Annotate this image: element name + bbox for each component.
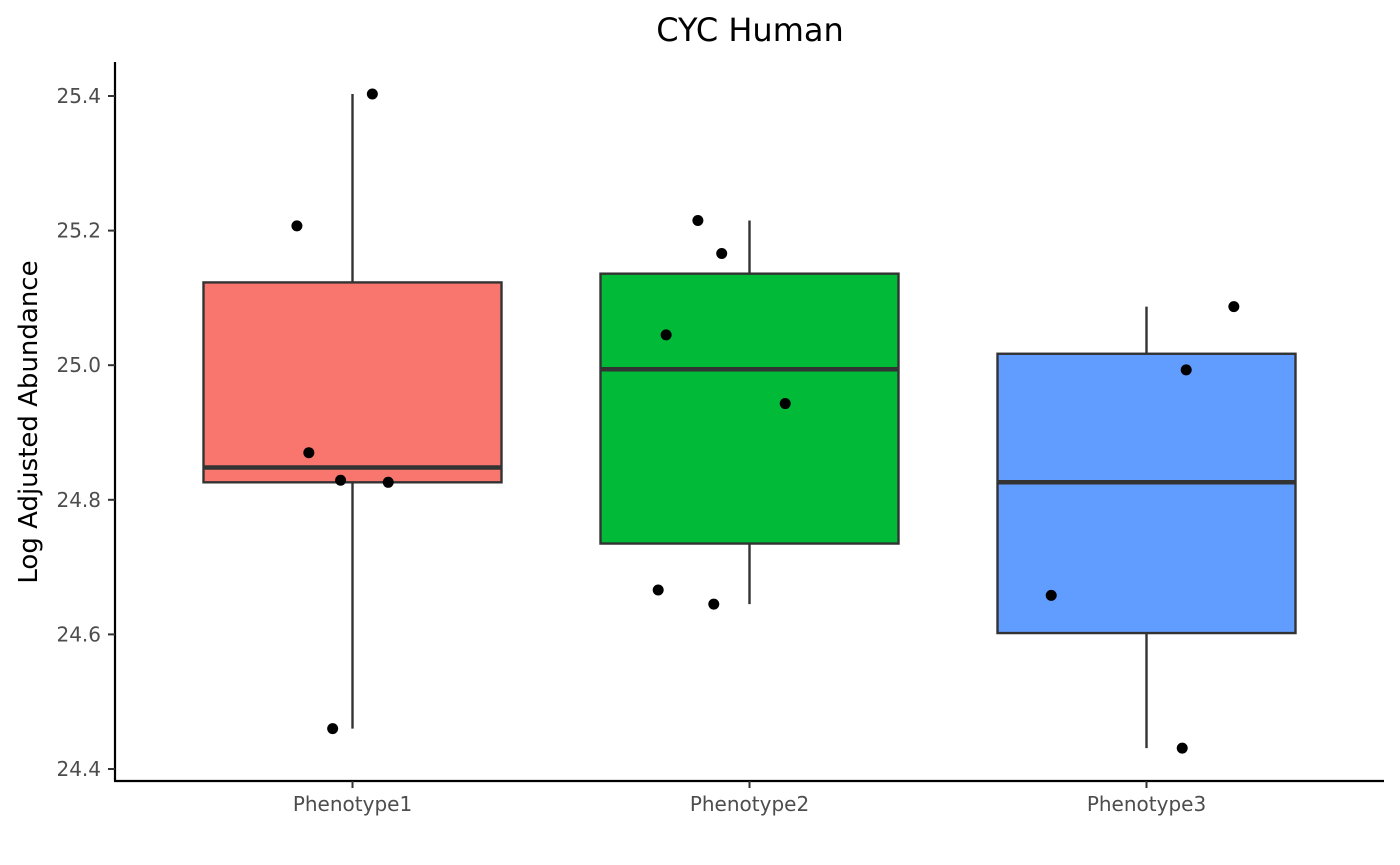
y-tick-label: 24.4	[56, 757, 101, 781]
y-tick-label: 24.8	[56, 488, 101, 512]
x-axis-ticks: Phenotype1 Phenotype2 Phenotype3	[293, 781, 1206, 816]
plot-area	[202, 88, 1297, 754]
chart-title: CYC Human	[656, 11, 844, 49]
x-tick-label: Phenotype3	[1087, 792, 1206, 816]
data-point	[692, 215, 704, 227]
x-tick-label: Phenotype1	[293, 792, 412, 816]
data-point	[366, 88, 378, 100]
data-point	[1228, 301, 1240, 313]
y-tick-label: 24.6	[56, 622, 101, 646]
y-tick-label: 25.2	[56, 219, 101, 243]
data-point	[660, 329, 672, 341]
data-point	[1176, 742, 1188, 754]
x-tick-label: Phenotype2	[690, 792, 809, 816]
data-point	[291, 220, 303, 232]
data-point	[716, 247, 728, 259]
y-tick-label: 25.4	[56, 84, 101, 108]
data-point	[1180, 364, 1192, 376]
data-point	[382, 476, 394, 488]
data-point	[652, 584, 664, 596]
box-phenotype1	[202, 281, 503, 484]
data-point	[708, 598, 720, 610]
box-phenotype3	[996, 352, 1297, 635]
data-point	[335, 474, 347, 486]
data-point	[1045, 589, 1057, 601]
data-point	[327, 723, 339, 735]
y-axis-ticks: 24.4 24.6 24.8 25.0 25.2 25.4	[56, 84, 115, 781]
y-axis-label: Log Adjusted Abundance	[14, 260, 44, 583]
data-point	[779, 398, 791, 410]
data-point	[303, 447, 315, 459]
y-tick-label: 25.0	[56, 353, 101, 377]
box-phenotype2	[599, 272, 900, 545]
